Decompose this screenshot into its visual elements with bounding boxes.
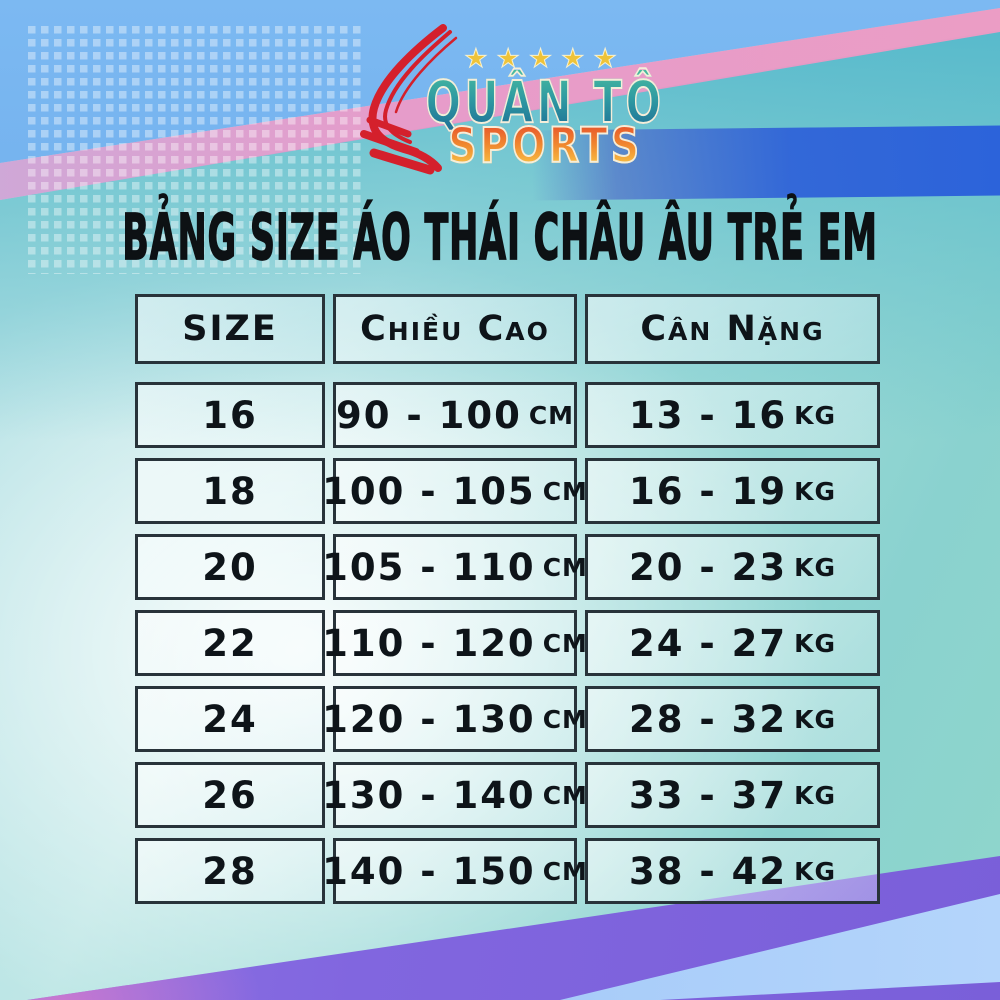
table-row-height-cell: 90 - 100 cm xyxy=(333,382,577,448)
table-row-height-cell: 140 - 150 cm xyxy=(322,838,587,904)
table-row-weight-cell: 28 - 32 kg xyxy=(585,686,880,752)
table-row-size-cell: 20 xyxy=(135,534,325,600)
table-row-weight-cell: 24 - 27 kg xyxy=(585,610,880,676)
table-row-height-cell: 120 - 130 cm xyxy=(322,686,587,752)
table-row-weight-cell: 13 - 16 kg xyxy=(585,382,880,448)
table-row-height-cell: 130 - 140 cm xyxy=(322,762,587,828)
table-row-weight-cell: 38 - 42 kg xyxy=(585,838,880,904)
table-row-size-cell: 22 xyxy=(135,610,325,676)
table-row-size-cell: 16 xyxy=(135,382,325,448)
header-size: SIZE xyxy=(135,294,325,364)
five-star-rating-icon: ★★★★★ xyxy=(464,44,626,75)
brand-subtitle: SPORTS xyxy=(90,117,1000,175)
table-row-weight-cell: 33 - 37 kg xyxy=(585,762,880,828)
brand-name: QUÂN TÔ xyxy=(90,68,1000,136)
brand-name-text: QUÂN TÔ xyxy=(425,68,665,136)
page-title-text: BẢNG SIZE ÁO THÁI CHÂU ÂU TRẺ EM xyxy=(122,199,878,275)
table-row-height-cell: 110 - 120 cm xyxy=(322,610,587,676)
table-row-size-cell: 18 xyxy=(135,458,325,524)
dot-grid-pattern xyxy=(28,26,363,274)
table-row-height-cell: 105 - 110 cm xyxy=(322,534,587,600)
table-row-weight-cell: 20 - 23 kg xyxy=(585,534,880,600)
table-row-height-cell: 100 - 105 cm xyxy=(322,458,587,524)
size-table-header: SIZE Chiều Cao Cân Nặng xyxy=(135,294,880,364)
table-row-size-cell: 28 xyxy=(135,838,325,904)
swoosh-logo-icon xyxy=(360,24,458,175)
brand-subtitle-text: SPORTS xyxy=(447,117,643,175)
table-row-size-cell: 24 xyxy=(135,686,325,752)
page-title: BẢNG SIZE ÁO THÁI CHÂU ÂU TRẺ EM xyxy=(0,198,1000,276)
table-row-weight-cell: 16 - 19 kg xyxy=(585,458,880,524)
size-table-body: 16 90 - 100 cm 13 - 16 kg 18 100 - 105 cm 1… xyxy=(135,382,880,904)
header-weight: Cân Nặng xyxy=(585,294,880,364)
header-height: Chiều Cao xyxy=(333,294,577,364)
table-row-size-cell: 26 xyxy=(135,762,325,828)
